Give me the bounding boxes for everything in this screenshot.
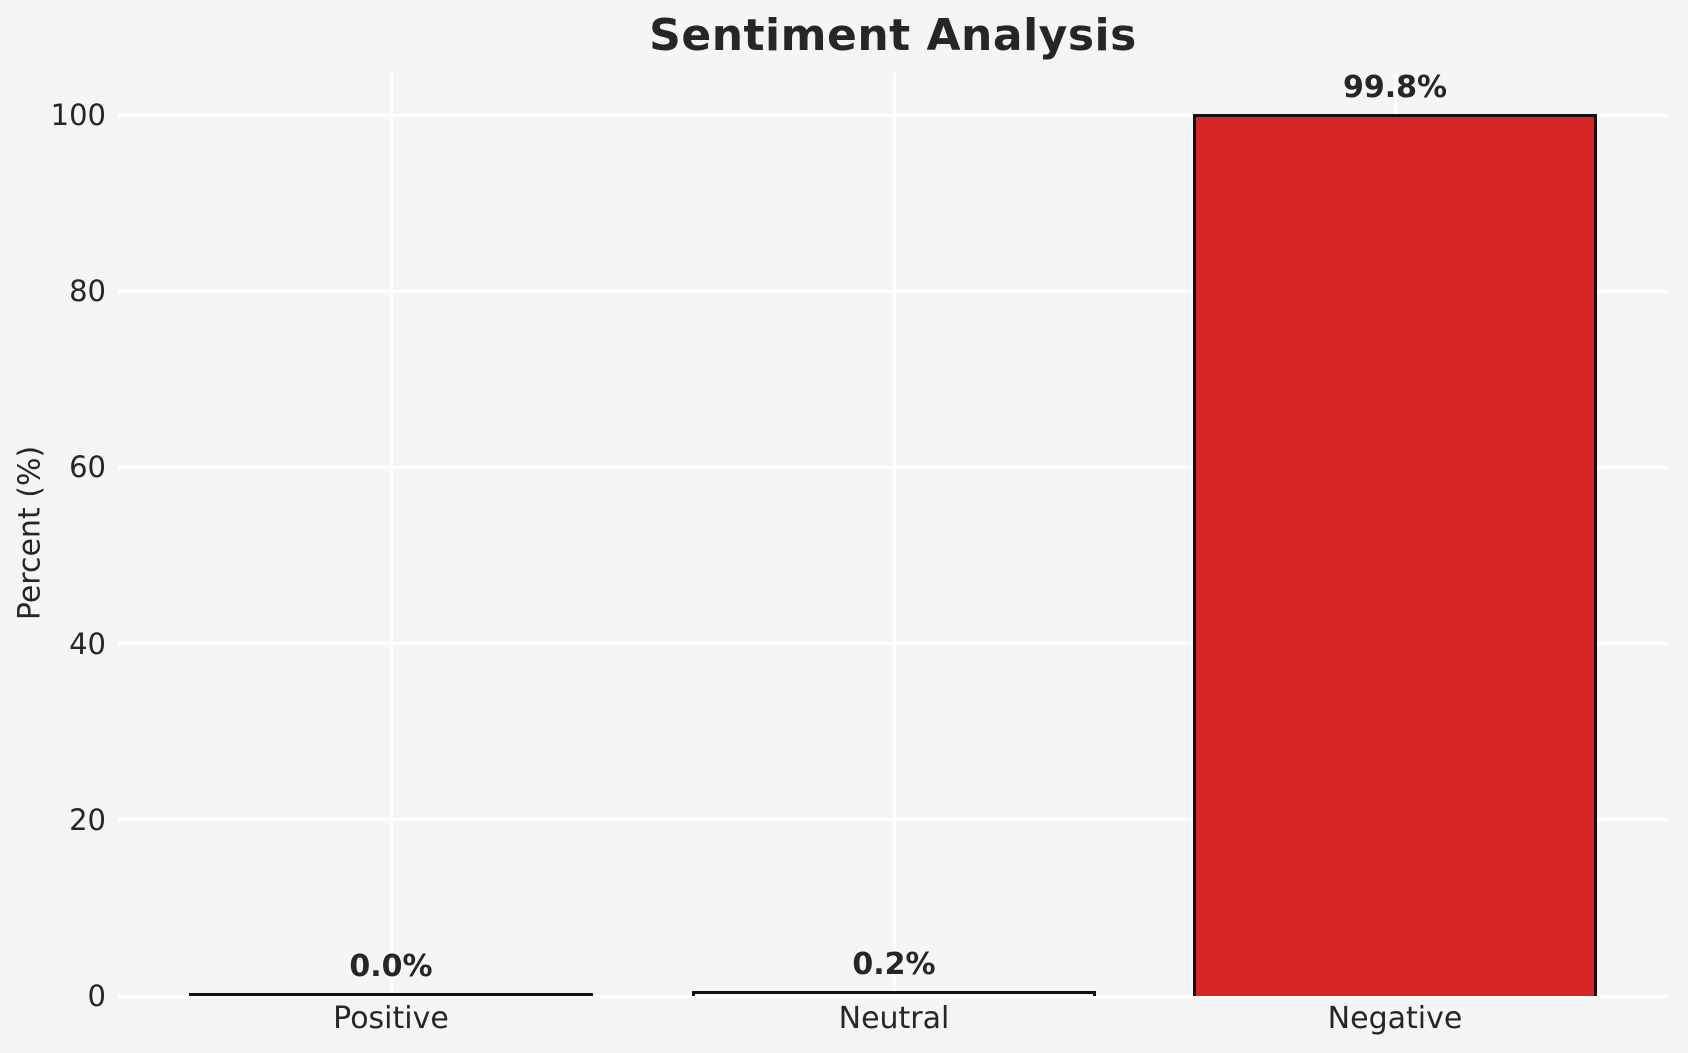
y-tick-label-20: 20 (69, 802, 106, 837)
y-tick-label-0: 0 (87, 979, 106, 1013)
chart-title: Sentiment Analysis (649, 10, 1137, 61)
bar-value-label-positive: 0.0% (349, 949, 433, 984)
bar-value-label-negative: 99.8% (1342, 70, 1448, 105)
bar-positive (189, 993, 593, 996)
bar-negative (1193, 114, 1597, 996)
plot-area (118, 73, 1668, 998)
gridline-x-positive (389, 73, 393, 996)
gridline-x-neutral (892, 73, 896, 996)
bar-neutral (692, 991, 1096, 996)
gridline-y-0 (118, 994, 1668, 998)
y-axis-label: Percent (%) (13, 446, 48, 620)
y-tick-label-80: 80 (69, 274, 106, 309)
x-tick-label-positive: Positive (333, 1001, 449, 1036)
bar-value-label-neutral: 0.2% (852, 947, 936, 982)
x-tick-label-negative: Negative (1327, 1001, 1463, 1036)
y-tick-label-40: 40 (69, 626, 106, 661)
x-tick-label-neutral: Neutral (838, 1001, 950, 1036)
y-tick-label-100: 100 (50, 98, 106, 132)
y-tick-label-60: 60 (69, 450, 106, 485)
